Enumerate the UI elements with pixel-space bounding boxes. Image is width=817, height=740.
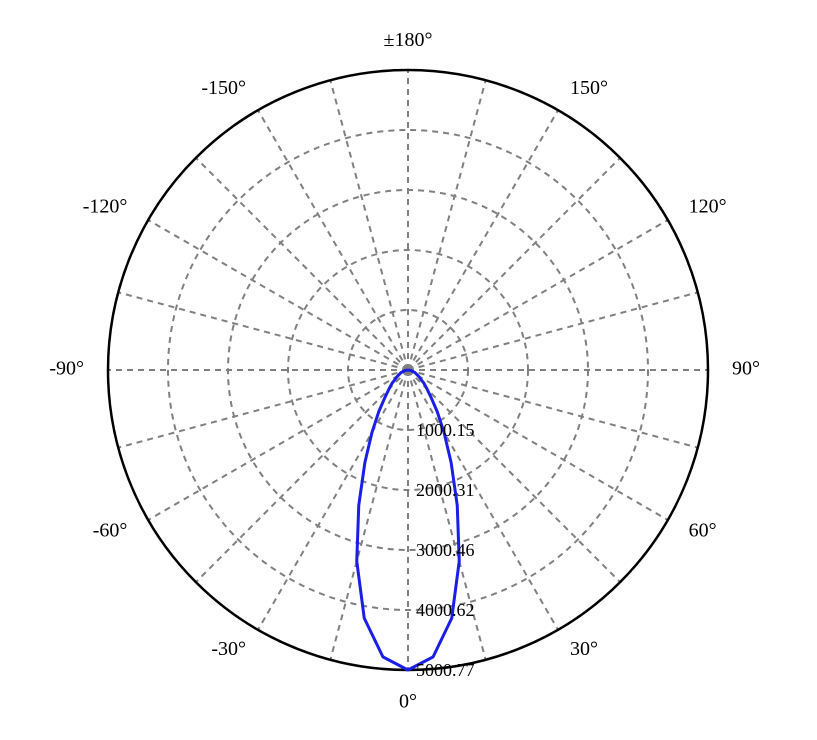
radial-label: 5000.77 [416, 660, 475, 680]
angle-label: 90° [732, 358, 760, 380]
angle-label: 60° [689, 520, 717, 542]
angle-label: -60° [93, 520, 128, 542]
radial-label: 1000.15 [416, 420, 475, 440]
polar-chart: 1000.15 2000.31 3000.46 4000.62 5000.77 0° 30°… [0, 0, 817, 740]
angle-label: -150° [201, 77, 246, 99]
polar-svg: 1000.15 2000.31 3000.46 4000.62 5000.77 0° 30°… [0, 0, 817, 740]
angle-label: ±180° [384, 29, 433, 51]
radial-label: 3000.46 [416, 540, 475, 560]
radial-label: 4000.62 [416, 600, 475, 620]
angle-label: -30° [211, 638, 246, 660]
angle-label: -90° [49, 358, 84, 380]
angle-label: 0° [399, 691, 417, 713]
angle-label: -120° [83, 196, 128, 218]
radial-label: 2000.31 [416, 480, 475, 500]
angle-label: 120° [689, 196, 727, 218]
angle-label: 150° [570, 77, 608, 99]
angle-label: 30° [570, 638, 598, 660]
